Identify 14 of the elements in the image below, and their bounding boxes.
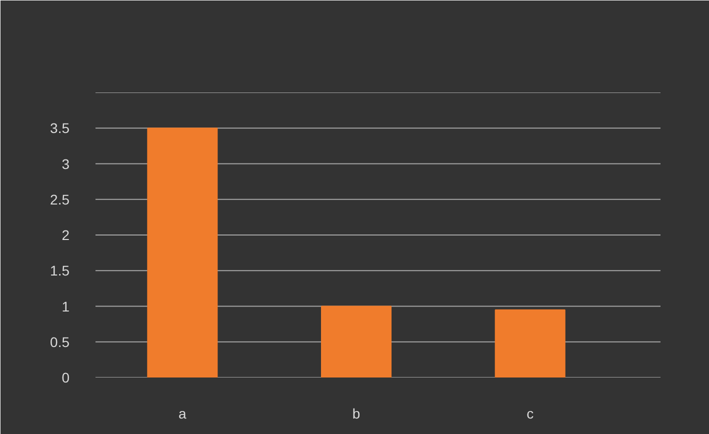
y-tick-label: 1.5 — [50, 262, 70, 279]
y-tick-label: 1 — [62, 298, 70, 314]
y-tick-label: 2.5 — [50, 191, 70, 208]
y-tick-label: 3.5 — [50, 120, 70, 136]
x-tick-label: a — [178, 406, 187, 422]
bar — [147, 128, 218, 378]
y-tick-label: 3 — [62, 156, 70, 172]
bar — [321, 306, 392, 378]
bar — [494, 309, 566, 378]
y-tick-label: 0 — [62, 370, 70, 386]
y-tick-label: 0.5 — [50, 334, 70, 350]
y-tick-label: 2 — [62, 227, 70, 243]
x-tick-label: c — [526, 406, 534, 422]
x-tick-label: b — [352, 406, 360, 422]
